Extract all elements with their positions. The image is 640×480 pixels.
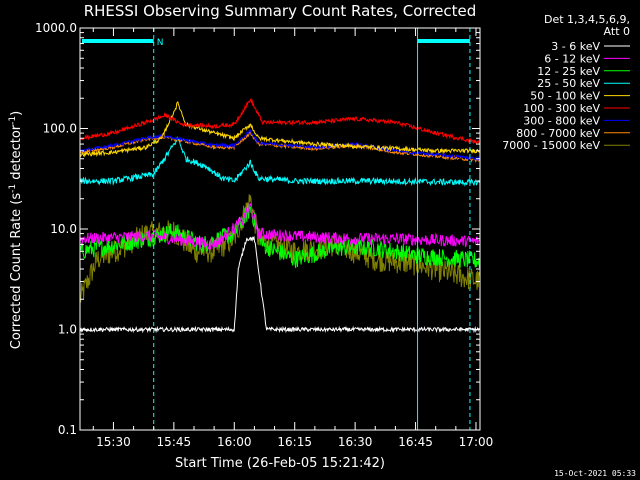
y-tick-label: 100.0 — [43, 122, 77, 136]
x-tick-label: 15:45 — [157, 435, 192, 449]
x-tick-label: 15:30 — [96, 435, 131, 449]
x-tick-label: 17:00 — [459, 435, 494, 449]
timestamp: 15-Oct-2021 05:33 — [554, 469, 636, 478]
series-line — [79, 128, 480, 161]
legend-entry: 7000 - 15000 keV — [502, 139, 600, 152]
flag-label: N — [157, 38, 164, 48]
legend-entry: 6 - 12 keV — [544, 52, 600, 65]
legend-entry: 300 - 800 keV — [523, 114, 600, 127]
series-line — [79, 235, 480, 334]
legend-entry: 800 - 7000 keV — [516, 127, 600, 140]
x-tick-label: 16:45 — [398, 435, 433, 449]
legend-entry: 3 - 6 keV — [551, 40, 600, 53]
y-tick-label: 1.0 — [58, 323, 77, 337]
legend-entry: 12 - 25 keV — [537, 65, 600, 78]
y-tick-label: 0.1 — [58, 423, 77, 437]
legend-header: Det 1,3,4,5,6,9, — [544, 13, 630, 26]
series-line — [79, 194, 480, 303]
night-bar — [82, 39, 154, 43]
x-tick-label: 16:15 — [277, 435, 312, 449]
series-line — [79, 97, 480, 145]
legend-header: Att 0 — [604, 25, 630, 38]
y-tick-label: 1000.0 — [35, 21, 77, 35]
series-line — [79, 204, 480, 269]
series-line — [79, 101, 480, 158]
legend-entry: 50 - 100 keV — [530, 90, 600, 103]
y-axis-label: Corrected Count Rate (s-1 detector-1) — [8, 111, 24, 349]
series-line — [79, 136, 480, 187]
y-tick-label: 10.0 — [50, 222, 77, 236]
x-tick-label: 16:30 — [338, 435, 373, 449]
chart-title: RHESSI Observing Summary Count Rates, Co… — [84, 2, 477, 20]
series-line — [79, 202, 480, 251]
legend-entry: 25 - 50 keV — [537, 77, 600, 90]
x-axis-label: Start Time (26-Feb-05 15:21:42) — [175, 456, 385, 471]
legend-entry: 100 - 300 keV — [523, 102, 600, 115]
night-bar — [417, 39, 470, 43]
x-tick-label: 16:00 — [217, 435, 252, 449]
